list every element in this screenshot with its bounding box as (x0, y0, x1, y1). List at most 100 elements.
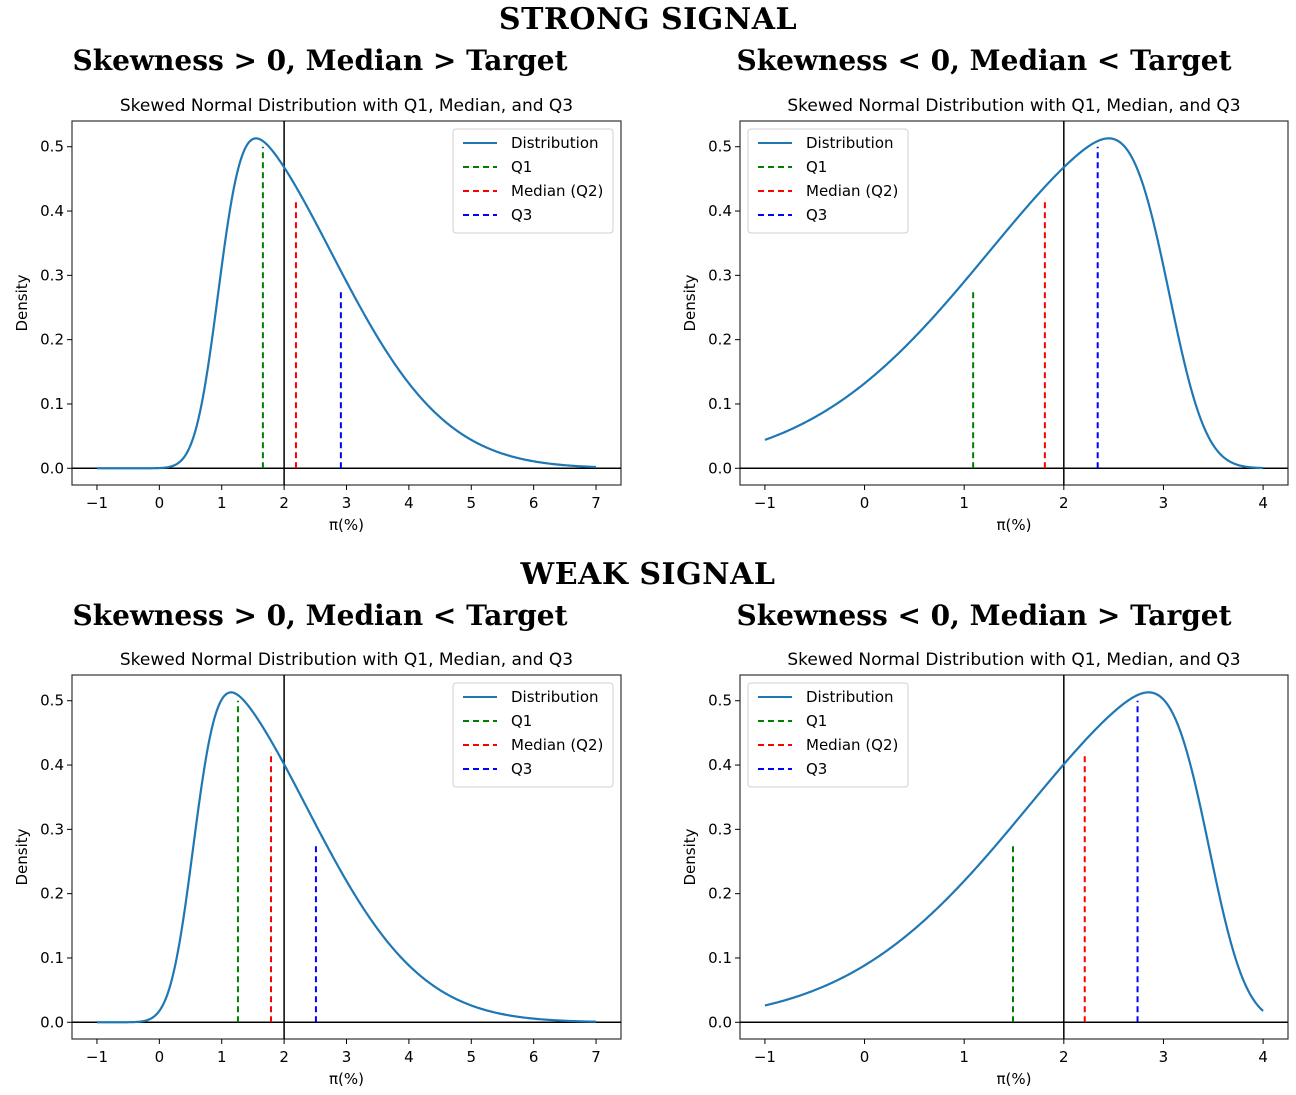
x-tick-label: 5 (466, 494, 476, 512)
x-axis-label: π(%) (997, 516, 1032, 534)
x-tick-label: −1 (86, 494, 108, 512)
y-tick-label: 0.3 (708, 266, 732, 284)
legend-label: Q1 (511, 712, 532, 730)
x-tick-label: −1 (754, 494, 776, 512)
y-tick-label: 0.1 (40, 949, 64, 967)
legend-label: Q1 (511, 158, 532, 176)
y-axis-label: Density (681, 828, 699, 885)
legend-label: Median (Q2) (806, 182, 898, 200)
legend-label: Q3 (806, 206, 827, 224)
x-tick-label: 1 (959, 494, 969, 512)
x-tick-label: 3 (1159, 1048, 1169, 1066)
y-tick-label: 0.0 (40, 1013, 64, 1031)
chart-title: Skewed Normal Distribution with Q1, Medi… (120, 650, 573, 670)
x-tick-label: 1 (959, 1048, 969, 1066)
x-tick-label: 2 (1059, 1048, 1069, 1066)
x-tick-label: 2 (279, 494, 289, 512)
x-tick-label: 3 (342, 1048, 352, 1066)
distribution-curve (96, 691, 597, 1024)
legend-label: Median (Q2) (806, 736, 898, 754)
x-tick-label: 7 (591, 494, 601, 512)
x-tick-label: 7 (591, 1048, 601, 1066)
y-tick-label: 0.3 (40, 820, 64, 838)
x-axis-label: π(%) (329, 1070, 364, 1088)
chart-panel-2: Skewed Normal Distribution with Q1, Medi… (681, 96, 1289, 534)
x-tick-label: 1 (217, 494, 227, 512)
y-axis-label: Density (681, 274, 699, 331)
y-tick-label: 0.4 (40, 756, 64, 774)
x-tick-label: −1 (754, 1048, 776, 1066)
legend-label: Median (Q2) (511, 182, 603, 200)
distribution-curve (764, 691, 1264, 1012)
subtitle-chart-1: Skewness > 0, Median > Target (72, 44, 568, 77)
x-tick-label: 4 (1258, 494, 1268, 512)
x-axis-label: π(%) (329, 516, 364, 534)
y-tick-label: 0.4 (40, 202, 64, 220)
x-tick-label: −1 (86, 1048, 108, 1066)
axes-frame (739, 120, 1289, 486)
x-tick-label: 4 (404, 494, 414, 512)
subtitle-chart-4: Skewness < 0, Median > Target (736, 599, 1232, 632)
x-tick-label: 6 (529, 1048, 539, 1066)
y-tick-label: 0.1 (708, 395, 732, 413)
y-tick-label: 0.0 (40, 459, 64, 477)
legend-box (747, 128, 909, 234)
y-tick-label: 0.2 (708, 885, 732, 903)
x-tick-label: 3 (1159, 494, 1169, 512)
y-tick-label: 0.5 (708, 138, 732, 156)
x-tick-label: 0 (860, 494, 870, 512)
subtitle-chart-2: Skewness < 0, Median < Target (736, 44, 1232, 77)
y-axis-label: Density (13, 274, 31, 331)
legend-label: Q3 (806, 760, 827, 778)
y-tick-label: 0.3 (40, 266, 64, 284)
y-tick-label: 0.5 (40, 138, 64, 156)
legend-box (747, 682, 909, 788)
distribution-curve (764, 137, 1264, 470)
y-tick-label: 0.4 (708, 202, 732, 220)
distribution-curve (96, 137, 597, 470)
chart-title: Skewed Normal Distribution with Q1, Medi… (120, 96, 573, 116)
x-tick-label: 2 (279, 1048, 289, 1066)
x-tick-label: 0 (155, 1048, 165, 1066)
y-tick-label: 0.2 (708, 331, 732, 349)
legend-label: Q1 (806, 712, 827, 730)
x-tick-label: 3 (342, 494, 352, 512)
chart-panel-4: Skewed Normal Distribution with Q1, Medi… (681, 650, 1289, 1088)
y-axis-label: Density (13, 828, 31, 885)
y-tick-label: 0.4 (708, 756, 732, 774)
y-tick-label: 0.2 (40, 331, 64, 349)
x-tick-label: 6 (529, 494, 539, 512)
legend-label: Distribution (806, 134, 894, 152)
x-tick-label: 0 (155, 494, 165, 512)
y-tick-label: 0.2 (40, 885, 64, 903)
legend-label: Q3 (511, 206, 532, 224)
legend-label: Median (Q2) (511, 736, 603, 754)
axes-frame (739, 674, 1289, 1040)
legend-label: Q3 (511, 760, 532, 778)
legend-label: Q1 (806, 158, 827, 176)
x-tick-label: 1 (217, 1048, 227, 1066)
x-tick-label: 2 (1059, 494, 1069, 512)
section-title-weak: WEAK SIGNAL (520, 557, 776, 592)
x-axis-label: π(%) (997, 1070, 1032, 1088)
legend-box (452, 682, 614, 788)
x-tick-label: 4 (1258, 1048, 1268, 1066)
y-tick-label: 0.1 (708, 949, 732, 967)
chart-title: Skewed Normal Distribution with Q1, Medi… (787, 96, 1240, 116)
subtitle-chart-3: Skewness > 0, Median < Target (72, 599, 568, 632)
section-title-strong: STRONG SIGNAL (498, 2, 798, 37)
legend-box (452, 128, 614, 234)
legend-label: Distribution (511, 688, 599, 706)
chart-panel-1: Skewed Normal Distribution with Q1, Medi… (13, 96, 622, 534)
y-tick-label: 0.3 (708, 820, 732, 838)
chart-title: Skewed Normal Distribution with Q1, Medi… (787, 650, 1240, 670)
y-tick-label: 0.0 (708, 1013, 732, 1031)
y-tick-label: 0.5 (708, 692, 732, 710)
y-tick-label: 0.1 (40, 395, 64, 413)
legend-label: Distribution (806, 688, 894, 706)
y-tick-label: 0.0 (708, 459, 732, 477)
x-tick-label: 0 (860, 1048, 870, 1066)
chart-panel-3: Skewed Normal Distribution with Q1, Medi… (13, 650, 622, 1088)
legend-label: Distribution (511, 134, 599, 152)
